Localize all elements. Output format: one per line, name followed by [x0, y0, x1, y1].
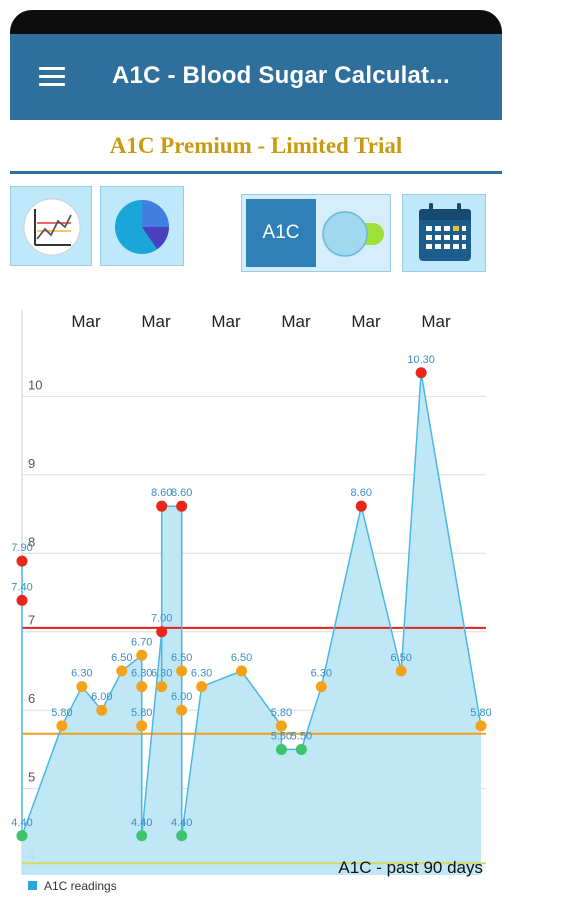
data-label: 8.60	[351, 487, 372, 499]
legend-swatch	[28, 881, 37, 890]
data-point	[136, 681, 148, 693]
data-point	[196, 681, 208, 693]
data-point	[176, 704, 188, 716]
point-layer	[16, 367, 487, 842]
data-point	[395, 665, 407, 677]
y-tick-label: 10	[28, 377, 42, 392]
data-label: 6.50	[171, 652, 192, 664]
trend-chart-button[interactable]	[10, 186, 92, 266]
x-tick-label: Mar	[141, 312, 171, 331]
data-label: 6.50	[111, 652, 132, 664]
toggle-a1c-label: A1C	[246, 199, 316, 267]
y-tick-label: 8	[28, 534, 35, 549]
data-label: 5.50	[271, 730, 292, 742]
calendar-icon	[419, 203, 471, 261]
data-label: 4.40	[11, 817, 32, 829]
data-point	[76, 681, 88, 693]
data-point	[16, 594, 28, 606]
series-line	[21, 372, 482, 837]
data-label: 6.50	[390, 652, 411, 664]
data-label: 8.60	[151, 487, 172, 499]
phone-top-bezel	[10, 10, 502, 34]
data-label: 7.40	[11, 581, 32, 593]
data-point	[275, 743, 287, 755]
data-label: 4.40	[131, 817, 152, 829]
app-bar: A1C - Blood Sugar Calculat...	[10, 34, 502, 118]
data-label: 8.60	[171, 487, 192, 499]
data-label: 6.50	[231, 652, 252, 664]
data-label: 5.80	[470, 707, 491, 719]
data-point	[176, 500, 188, 512]
y-tick-label: 9	[28, 456, 35, 471]
data-label: 5.80	[271, 707, 292, 719]
data-label: 5.50	[291, 730, 312, 742]
pie-chart-icon	[115, 200, 169, 254]
legend-label[interactable]: A1C readings	[44, 879, 117, 893]
data-point	[136, 830, 148, 842]
data-label: 6.30	[311, 668, 332, 680]
data-label: 7.00	[151, 613, 172, 625]
x-tick-label: Mar	[211, 312, 241, 331]
a1c-chart[interactable]: 45678910MarMarMarMarMarMar 7.907.404.405…	[0, 290, 563, 900]
area-layer	[22, 372, 481, 875]
data-label: 6.30	[71, 668, 92, 680]
y-tick-label: 5	[28, 770, 35, 785]
menu-icon[interactable]	[22, 46, 82, 106]
x-tick-label: Mar	[351, 312, 381, 331]
pie-chart-button[interactable]	[100, 186, 184, 266]
x-tick-label: Mar	[421, 312, 451, 331]
label-layer: 7.90 7.40 4.40 5.80 6.30 6.00 6.50 6.70 6.30 5.80…	[11, 354, 491, 829]
data-point	[355, 500, 367, 512]
data-point	[156, 500, 168, 512]
data-point	[16, 830, 28, 842]
data-point	[56, 720, 68, 732]
series-area	[22, 372, 481, 875]
y-tick-label: 7	[28, 613, 35, 628]
data-label: 6.30	[151, 668, 172, 680]
data-point	[156, 681, 168, 693]
x-tick-label: Mar	[281, 312, 311, 331]
trial-banner-text: A1C Premium - Limited Trial	[109, 133, 403, 158]
x-tick-label: Mar	[71, 312, 101, 331]
line-layer	[21, 372, 482, 837]
data-label: 5.80	[51, 707, 72, 719]
a1c-toggle-button[interactable]: A1C	[241, 194, 391, 272]
data-point	[295, 743, 307, 755]
data-point	[176, 830, 188, 842]
data-label: 4.40	[171, 817, 192, 829]
data-point	[156, 626, 168, 638]
data-point	[236, 665, 248, 677]
banner-divider	[10, 171, 502, 174]
data-point	[96, 704, 108, 716]
data-point	[415, 367, 427, 379]
data-label: 10.30	[407, 354, 435, 366]
data-label: 6.70	[131, 636, 152, 648]
a1c-chart-svg[interactable]: 45678910MarMarMarMarMarMar 7.907.404.405…	[0, 290, 563, 900]
calendar-button[interactable]	[402, 194, 486, 272]
y-tick-label: 6	[28, 691, 35, 706]
data-point	[176, 665, 188, 677]
data-label: 6.00	[171, 691, 192, 703]
data-point	[136, 720, 148, 732]
data-label: 6.30	[131, 668, 152, 680]
data-point	[475, 720, 487, 732]
chart-footer-label: A1C - past 90 days	[338, 858, 483, 877]
data-label: 6.30	[191, 668, 212, 680]
data-label: 7.90	[11, 542, 32, 554]
data-point	[275, 720, 287, 732]
app-title: A1C - Blood Sugar Calculat...	[112, 62, 450, 89]
trial-banner[interactable]: A1C Premium - Limited Trial	[10, 118, 502, 174]
line-chart-icon	[23, 198, 81, 256]
threshold-layer	[22, 626, 486, 865]
data-label: 6.00	[91, 691, 112, 703]
toggle-switch-icon	[322, 211, 384, 257]
data-point	[136, 649, 148, 661]
data-label: 5.80	[131, 707, 152, 719]
data-point	[315, 681, 327, 693]
data-point	[16, 555, 28, 567]
data-point	[116, 665, 128, 677]
